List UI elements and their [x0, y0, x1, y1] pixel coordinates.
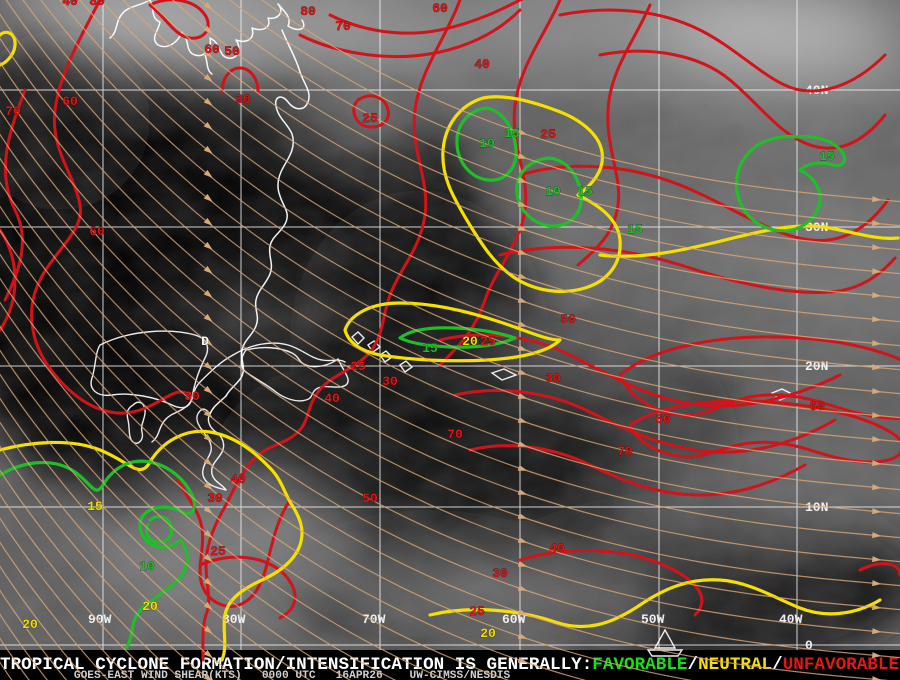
- svg-text:50: 50: [362, 491, 378, 506]
- svg-text:30: 30: [184, 389, 200, 404]
- svg-text:25: 25: [469, 604, 485, 619]
- svg-text:10: 10: [545, 184, 561, 199]
- svg-text:60: 60: [655, 412, 671, 427]
- svg-text:40: 40: [62, 0, 78, 9]
- svg-text:20: 20: [480, 626, 496, 641]
- svg-text:10: 10: [479, 136, 495, 151]
- svg-text:20: 20: [462, 334, 478, 349]
- svg-text:40: 40: [230, 472, 246, 487]
- svg-text:15: 15: [422, 341, 438, 356]
- svg-text:20: 20: [22, 617, 38, 632]
- svg-text:40: 40: [549, 541, 565, 556]
- svg-text:70: 70: [617, 444, 633, 459]
- svg-text:25: 25: [480, 334, 496, 349]
- svg-text:25: 25: [210, 544, 226, 559]
- svg-text:40: 40: [474, 57, 490, 72]
- svg-text:30: 30: [382, 374, 398, 389]
- svg-text:30: 30: [207, 491, 223, 506]
- svg-text:15: 15: [87, 499, 103, 514]
- svg-text:60: 60: [62, 94, 78, 109]
- svg-text:60: 60: [204, 42, 220, 57]
- svg-text:50: 50: [560, 312, 576, 327]
- svg-text:15: 15: [819, 149, 835, 164]
- svg-text:25: 25: [350, 359, 366, 374]
- svg-text:80: 80: [89, 0, 105, 9]
- svg-text:50: 50: [224, 44, 240, 59]
- svg-text:60: 60: [809, 399, 825, 414]
- svg-text:20: 20: [142, 599, 158, 614]
- svg-text:80: 80: [300, 4, 316, 19]
- svg-text:60: 60: [89, 224, 105, 239]
- svg-text:70: 70: [5, 104, 21, 119]
- svg-text:D: D: [201, 334, 209, 349]
- svg-text:30: 30: [492, 566, 508, 581]
- svg-text:30: 30: [545, 371, 561, 386]
- svg-text:15: 15: [627, 222, 643, 237]
- svg-text:15: 15: [577, 184, 593, 199]
- svg-text:60: 60: [432, 1, 448, 16]
- svg-text:40: 40: [324, 391, 340, 406]
- svg-text:15: 15: [504, 126, 520, 141]
- svg-text:70: 70: [335, 19, 351, 34]
- svg-text:25: 25: [540, 127, 556, 142]
- svg-text:25: 25: [362, 111, 378, 126]
- svg-text:10: 10: [139, 559, 155, 574]
- svg-text:30: 30: [235, 92, 251, 107]
- svg-text:70: 70: [447, 427, 463, 442]
